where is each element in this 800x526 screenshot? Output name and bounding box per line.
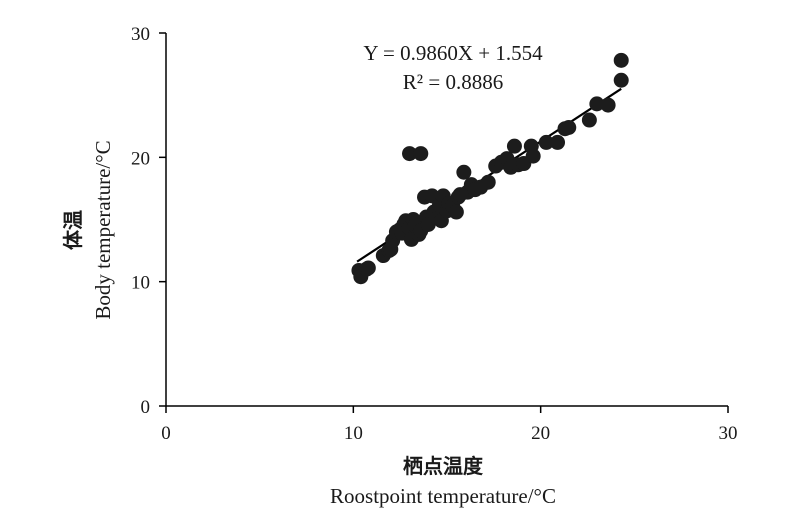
data-point [525, 148, 541, 164]
x-axis-title-cn: 栖点温度 [403, 454, 484, 478]
r-squared-label: R² = 0.8886 [403, 70, 503, 94]
y-axis-title-en: Body temperature/°C [91, 140, 115, 319]
x-tick-label: 10 [344, 423, 363, 444]
y-axis-title-cn: 体温 [61, 210, 85, 250]
data-point [456, 164, 472, 180]
axes: 0 10 20 30 0 10 20 30 [131, 24, 738, 444]
x-tick-label: 20 [531, 423, 550, 444]
data-point [413, 146, 429, 162]
data-point [589, 96, 605, 112]
y-tick-label: 30 [131, 24, 150, 45]
labels: Y = 0.9860X + 1.554 R² = 0.8886 栖点温度 Roo… [61, 41, 556, 508]
data-points [351, 52, 629, 285]
data-point [600, 97, 616, 113]
data-point [480, 174, 496, 190]
data-point [550, 134, 566, 150]
x-axis-title-en: Roostpoint temperature/°C [330, 484, 556, 508]
x-tick-label: 0 [161, 423, 171, 444]
data-point [581, 112, 597, 128]
data-point [360, 260, 376, 276]
y-tick-label: 10 [131, 273, 150, 294]
equation-label: Y = 0.9860X + 1.554 [363, 41, 543, 65]
data-point [448, 204, 464, 220]
data-point [613, 72, 629, 88]
data-point [402, 146, 418, 162]
data-point [538, 134, 554, 150]
x-tick-label: 30 [719, 423, 738, 444]
y-tick-label: 0 [141, 397, 151, 418]
data-point [613, 52, 629, 68]
data-point [506, 138, 522, 154]
y-tick-label: 20 [131, 148, 150, 169]
data-point [561, 119, 577, 135]
